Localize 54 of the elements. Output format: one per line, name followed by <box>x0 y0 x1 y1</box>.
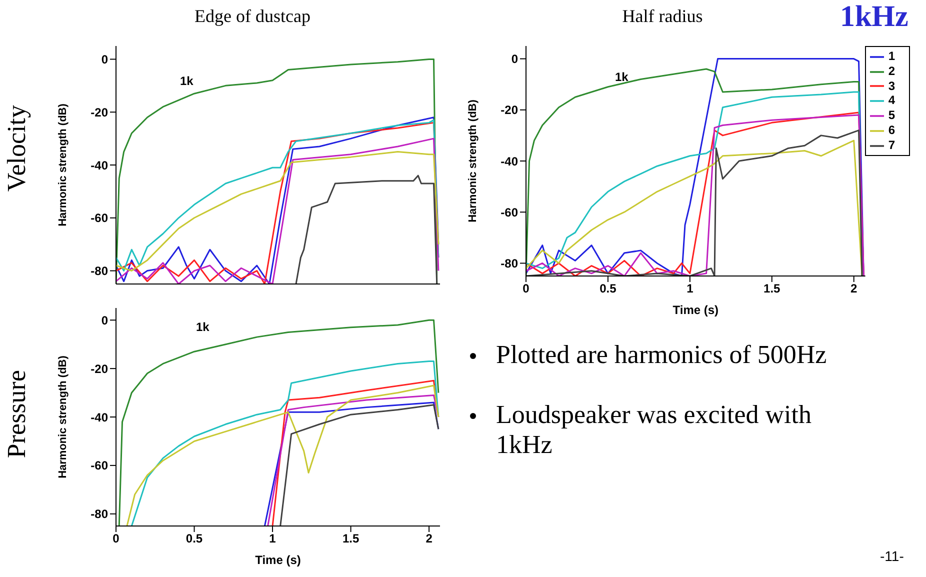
x-axis-title: Time (s) <box>255 553 301 567</box>
y-tick-label: 0 <box>101 52 108 66</box>
text: Plotted are harmonics of 500Hz <box>496 340 827 370</box>
y-tick-label: -40 <box>90 410 108 424</box>
text: Pressure <box>2 370 32 458</box>
x-tick-label: 1 <box>269 532 276 546</box>
x-tick-label: 0 <box>112 532 120 546</box>
y-tick-label: -60 <box>90 211 108 226</box>
x-tick-label: 1 <box>686 282 694 296</box>
x-tick-label: 2 <box>426 532 433 546</box>
y-axis-title: Harmonic strength (dB) <box>56 355 69 478</box>
y-tick-label: -20 <box>90 362 108 376</box>
y-axis-title: Harmonic strength (dB) <box>56 103 69 226</box>
legend-label: 6 <box>888 123 895 138</box>
legend-label: 3 <box>888 78 895 93</box>
legend-label: 4 <box>888 93 895 108</box>
legend-label: 5 <box>888 108 895 122</box>
y-tick-label: 0 <box>101 313 108 328</box>
legend-label: 1 <box>888 49 895 63</box>
x-tick-label: 2 <box>850 282 858 296</box>
text: Loudspeaker was excited with 1kHz <box>496 400 813 460</box>
x-tick-label: 1.5 <box>764 282 781 296</box>
y-tick-label: -20 <box>500 103 518 118</box>
y-tick-label: -40 <box>90 158 108 172</box>
chart-title: Half radius <box>622 6 703 26</box>
x-axis-title: Time (s) <box>672 303 719 317</box>
y-tick-label: -80 <box>90 264 108 278</box>
annotation: 1k <box>615 70 628 84</box>
line-series <box>126 384 440 526</box>
y-axis-title: Harmonic strength (dB) <box>466 99 479 222</box>
annotation: 1k <box>196 320 210 334</box>
y-tick-label: -60 <box>90 458 108 473</box>
y-tick-label: 0 <box>511 52 518 66</box>
y-tick-label: -40 <box>500 154 518 168</box>
text: 1kHz <box>840 0 908 34</box>
text: -11- <box>880 548 904 564</box>
y-tick-label: -80 <box>90 507 108 522</box>
line-series <box>130 360 440 526</box>
legend-label: 7 <box>888 138 895 152</box>
legend-label: 2 <box>888 64 895 78</box>
y-tick-label: -60 <box>500 205 518 220</box>
y-tick-label: -80 <box>500 256 518 270</box>
line-series <box>118 319 440 526</box>
annotation: 1k <box>180 74 194 88</box>
line-series <box>116 58 438 284</box>
x-tick-label: 0.5 <box>600 282 617 296</box>
x-tick-label: 0.5 <box>186 532 203 546</box>
line-series <box>295 174 438 284</box>
y-tick-label: -20 <box>90 105 108 120</box>
x-tick-label: 1.5 <box>342 532 360 546</box>
text: Velocity <box>2 105 32 192</box>
x-tick-label: 0 <box>522 282 530 296</box>
line-series <box>116 151 440 272</box>
chart-title: Edge of dustcap <box>194 5 312 28</box>
